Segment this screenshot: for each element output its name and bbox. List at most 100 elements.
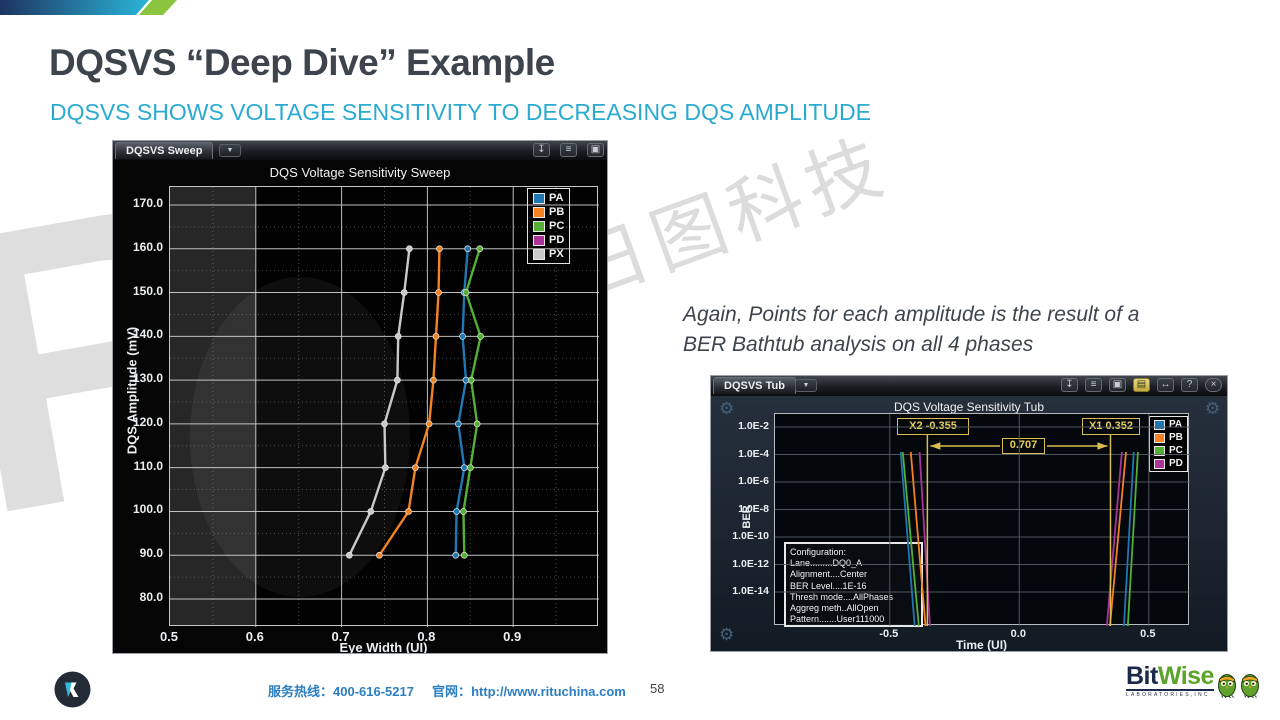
chevron-down-icon[interactable]: ▼ xyxy=(219,144,241,157)
y-tick-170: 170.0 xyxy=(132,196,163,210)
tab-dqsvs-sweep[interactable]: DQSVS Sweep xyxy=(115,142,214,159)
settings-gear-icon[interactable]: ⚙ xyxy=(1205,399,1221,418)
x-tick-0.7: 0.7 xyxy=(331,629,350,644)
note-line-2: BER Bathtub analysis on all 4 phases xyxy=(683,333,1034,356)
legend-swatch xyxy=(533,220,545,232)
y-tick-120: 120.0 xyxy=(132,414,163,429)
x-tick--0.5: -0.5 xyxy=(879,628,899,640)
owl-icon xyxy=(1240,674,1259,698)
settings-gear-icon[interactable]: ⚙ xyxy=(719,625,735,644)
x-tick-0.8: 0.8 xyxy=(417,629,436,644)
tub-window: DQSVS Tub ▼ ↧ ≡ ▣ ▤ ↔? × ⚙ ⚙ ⚙ DQS Voltage Se… xyxy=(710,375,1228,652)
y-tick-1.0E-4: 1.0E-4 xyxy=(738,447,769,460)
page-subtitle: DQSVS SHOWS VOLTAGE SENSITIVITY TO DECRE… xyxy=(50,99,871,125)
folder-icon[interactable]: ▤ xyxy=(1133,378,1150,392)
bitwise-wise: Wise xyxy=(1157,662,1215,690)
sweep-chart-title: DQS Voltage Sensitivity Sweep xyxy=(269,165,451,180)
config-line: Pattern.......User111000 xyxy=(790,614,885,625)
settings-gear-icon[interactable]: ⚙ xyxy=(719,399,735,418)
y-tick-1.0E-10: 1.0E-10 xyxy=(732,530,769,542)
y-tick-90: 90.0 xyxy=(139,546,163,561)
image-icon[interactable]: ▣ xyxy=(587,143,604,157)
y-tick-150: 150.0 xyxy=(132,283,163,298)
layers-icon[interactable]: ≡ xyxy=(1085,378,1102,392)
legend-item-pd[interactable]: PD xyxy=(1154,458,1183,469)
legend-label: PB xyxy=(1169,432,1183,443)
bitwise-wordmark: BitWise xyxy=(1126,662,1215,690)
owl-icon xyxy=(1217,674,1236,698)
legend-swatch xyxy=(1154,432,1165,443)
contact-spacer xyxy=(414,684,432,699)
x-tick-0.5: 0.5 xyxy=(159,629,179,644)
plot-canvas[interactable] xyxy=(775,414,1190,626)
website-label: 官网： xyxy=(432,684,472,699)
legend-item-pd[interactable]: PD xyxy=(533,234,564,246)
download-icon[interactable]: ↧ xyxy=(1061,378,1078,392)
plot-highlight-band xyxy=(170,187,256,625)
sweep-window: DQSVS Sweep ▼ ↧≡▣▤ DQS Voltage Sensitivi… xyxy=(112,140,608,654)
config-line: Aggreg meth..AllOpen xyxy=(790,603,879,614)
help-icon[interactable]: ? xyxy=(1181,378,1198,392)
legend-item-pb[interactable]: PB xyxy=(533,206,564,218)
x-tick-0.5: 0.5 xyxy=(1140,628,1156,640)
legend-swatch xyxy=(1154,419,1165,430)
legend-swatch xyxy=(533,234,545,246)
y-tick-130: 130.0 xyxy=(132,371,163,386)
sweep-titlebar: DQSVS Sweep ▼ ↧≡▣▤ xyxy=(113,141,607,160)
legend-label: PX xyxy=(549,248,564,260)
download-icon[interactable]: ↧ xyxy=(533,143,550,157)
bitwise-subtext: LABORATORIES,INC xyxy=(1126,692,1210,698)
config-line: BER Level....1E-16 xyxy=(790,580,867,591)
sweep-chart-area: DQS Voltage Sensitivity Sweep DQS Amplit… xyxy=(113,160,607,654)
cursor-delta-readout: 0.707 xyxy=(1002,438,1045,454)
legend-item-pa[interactable]: PA xyxy=(1154,419,1183,430)
x-tick-0: 0.0 xyxy=(1010,628,1026,640)
legend-swatch xyxy=(1154,458,1165,469)
bitwise-bit: Bit xyxy=(1126,662,1158,690)
configuration-annotation: Configuration: Lane.........DQ0_A Alignmen… xyxy=(784,542,923,627)
bitwise-logo: BitWise LABORATORIES,INC xyxy=(1126,664,1272,698)
tub-toolbar: ↧ ≡ ▣ ▤ ↔? × xyxy=(1061,378,1222,392)
tub-legend: PA PB PC PD xyxy=(1149,416,1188,472)
sweep-toolbar: ↧≡▣▤ xyxy=(533,143,607,157)
image-icon[interactable]: ▣ xyxy=(1109,378,1126,392)
legend-label: PA xyxy=(1169,419,1183,430)
y-tick-100: 100.0 xyxy=(132,502,163,517)
x-tick-0.9: 0.9 xyxy=(503,629,522,644)
note-line-1: Again, Points for each amplitude is the … xyxy=(683,303,1140,326)
footer-contact: 服务热线：400-616-5217 官网：http://www.rituchin… xyxy=(268,681,626,700)
y-tick-110: 110.0 xyxy=(133,458,163,473)
tub-x-axis-label: Time (UI) xyxy=(955,638,1008,652)
legend-swatch xyxy=(533,206,545,218)
legend-label: PC xyxy=(549,220,565,232)
tub-chart-area: ⚙ ⚙ ⚙ DQS Voltage Sensitivity Tub BER 1.… xyxy=(711,396,1227,651)
sweep-plot-area[interactable]: PA PB PC PD PX xyxy=(169,186,599,627)
layers-icon[interactable]: ≡ xyxy=(560,143,577,157)
config-line: Lane.........DQ0_A xyxy=(790,558,863,569)
ritu-logo xyxy=(54,671,91,713)
plot-canvas[interactable] xyxy=(170,187,599,627)
resize-icon[interactable]: ↔ xyxy=(1157,378,1174,392)
legend-item-pc[interactable]: PC xyxy=(533,220,564,232)
website-link[interactable]: http://www.rituchina.com xyxy=(471,684,626,699)
close-icon[interactable]: × xyxy=(1205,378,1222,392)
chevron-down-icon[interactable]: ▼ xyxy=(795,379,817,392)
config-line: Configuration: xyxy=(790,547,847,557)
x-tick-0.6: 0.6 xyxy=(245,629,264,644)
sweep-x-axis-label: Eye Width (UI) xyxy=(339,640,428,654)
note-text: Again, Points for each amplitude is the … xyxy=(683,300,1243,360)
tab-dqsvs-tub[interactable]: DQSVS Tub xyxy=(713,377,796,394)
watermark-text: 日图科技 xyxy=(562,122,900,314)
legend-swatch xyxy=(533,192,545,204)
tub-plot-area[interactable]: X2 -0.355 X1 0.352 0.707 Configuration: L… xyxy=(774,413,1190,627)
y-tick-140: 140.0 xyxy=(132,327,163,342)
hotline-number: 400-616-5217 xyxy=(333,684,414,699)
page-number: 58 xyxy=(650,681,665,696)
page-title: DQSVS “Deep Dive” Example xyxy=(49,42,555,83)
legend-item-pa[interactable]: PA xyxy=(533,192,564,204)
y-tick-160: 160.0 xyxy=(132,239,163,254)
header-accent-bar xyxy=(0,0,149,15)
legend-item-pb[interactable]: PB xyxy=(1154,432,1183,443)
legend-label: PA xyxy=(549,192,564,204)
hotline-label: 服务热线： xyxy=(268,684,334,699)
